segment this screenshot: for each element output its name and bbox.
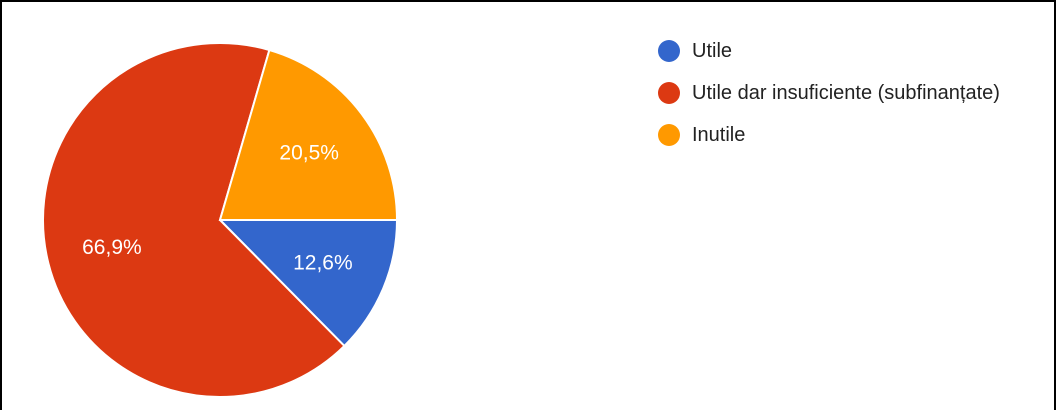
pie-slice-2[interactable] [218,48,399,221]
legend-item-1[interactable]: Utile dar insuficiente (subfinanțate) [658,78,1000,108]
legend: Utile Utile dar insuficiente (subfinanțat… [658,36,1000,162]
legend-label-2: Inutile [692,123,746,146]
legend-label-1: Utile dar insuficiente (subfinanțate) [692,81,1000,104]
pie-slice-0[interactable] [217,219,399,348]
legend-swatch-0 [658,40,680,62]
pie-slice-label-2: 20,5% [279,142,339,165]
pie-slice-label-0: 12,6% [293,251,353,274]
legend-label-0: Utile [692,39,733,62]
legend-item-2[interactable]: Inutile [658,120,1000,150]
pie-slice-labels: 12,6% 66,9% 20,5% [82,142,353,275]
pie-slice-label-1: 66,9% [82,236,142,259]
pie-slice-1[interactable] [42,42,346,398]
pie-slices [42,42,399,398]
legend-item-0[interactable]: Utile [658,36,1000,66]
legend-swatch-2 [658,124,680,146]
legend-swatch-1 [658,82,680,104]
